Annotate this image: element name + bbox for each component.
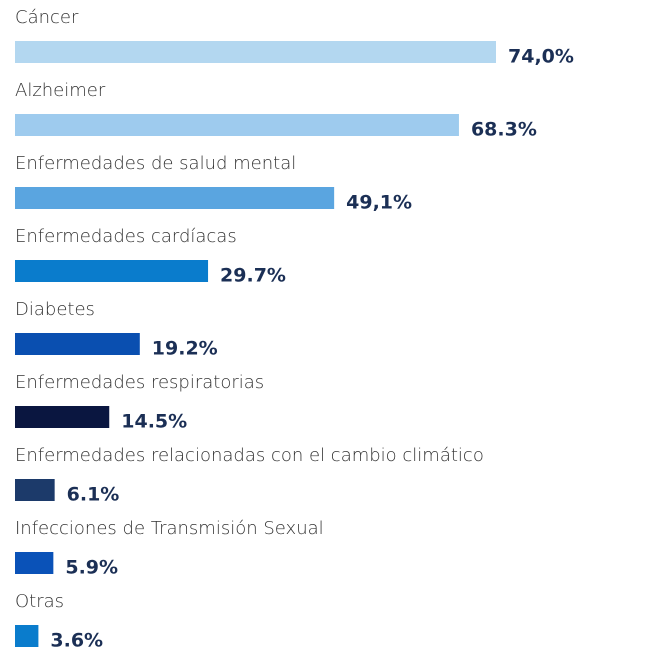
- value-label: 3.6%: [50, 630, 103, 647]
- bar: [15, 260, 209, 282]
- value-label: 49,1%: [346, 192, 412, 214]
- category-label: Otras: [15, 591, 64, 612]
- value-label: 6.1%: [67, 484, 120, 506]
- bar: [15, 41, 496, 63]
- value-label: 29.7%: [220, 265, 286, 287]
- category-label: Alzheimer: [15, 80, 106, 101]
- value-label: 14.5%: [121, 411, 187, 433]
- bar: [15, 406, 110, 428]
- category-label: Diabetes: [15, 299, 95, 320]
- value-label: 68.3%: [471, 119, 537, 141]
- bar: [15, 114, 459, 136]
- bar: [15, 187, 335, 209]
- category-label: Infecciones de Transmisión Sexual: [15, 518, 324, 539]
- category-label: Enfermedades cardíacas: [15, 226, 237, 247]
- category-label: Cáncer: [15, 7, 79, 28]
- bar: [15, 552, 54, 574]
- category-label: Enfermedades de salud mental: [15, 153, 296, 174]
- value-label: 74,0%: [508, 46, 574, 68]
- bar: [15, 625, 39, 647]
- value-label: 19.2%: [152, 338, 218, 360]
- category-label: Enfermedades respiratorias: [15, 372, 264, 393]
- value-label: 5.9%: [65, 557, 118, 579]
- bar: [15, 479, 55, 501]
- category-label: Enfermedades relacionadas con el cambio …: [15, 445, 484, 466]
- bar: [15, 333, 140, 355]
